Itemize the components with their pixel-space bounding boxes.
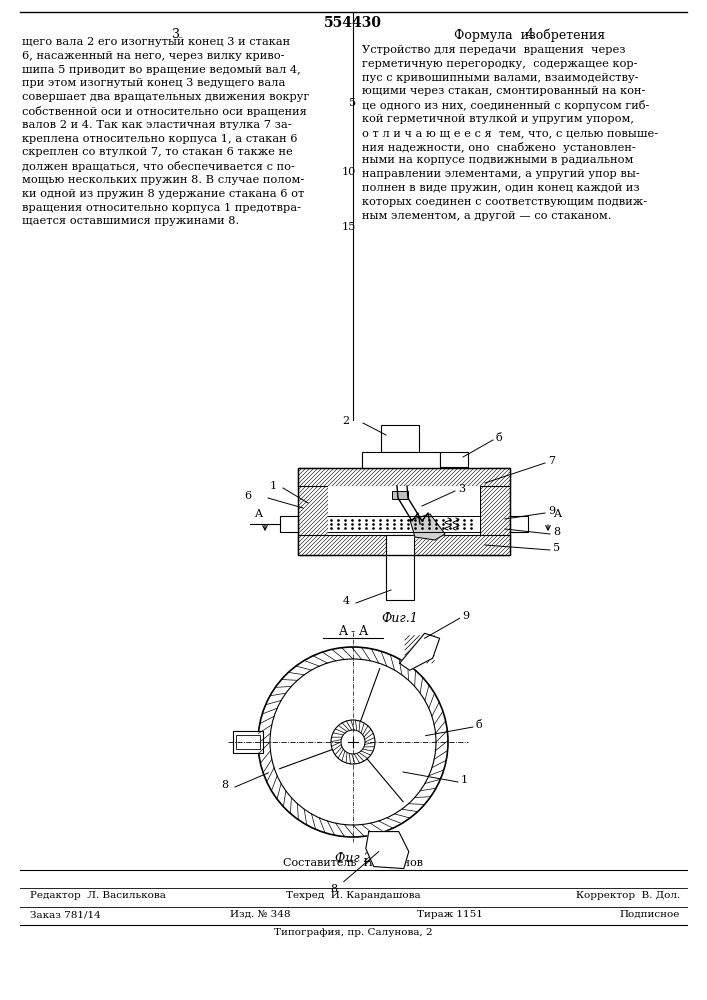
Bar bbox=[381, 425, 419, 452]
Text: Тираж 1151: Тираж 1151 bbox=[417, 910, 483, 919]
Text: Корректор  В. Дол.: Корректор В. Дол. bbox=[575, 891, 680, 900]
Text: Устройство для передачи  вращения  через: Устройство для передачи вращения через bbox=[362, 45, 626, 55]
Circle shape bbox=[331, 720, 375, 764]
Bar bbox=[386, 535, 414, 600]
Text: 1: 1 bbox=[461, 775, 468, 785]
Bar bbox=[440, 452, 468, 467]
Text: 8: 8 bbox=[553, 527, 560, 537]
Text: Подписное: Подписное bbox=[619, 910, 680, 919]
Text: креплена относительно корпуса 1, а стакан 6: креплена относительно корпуса 1, а стака… bbox=[22, 134, 298, 144]
Text: при этом изогнутый конец 3 ведущего вала: при этом изогнутый конец 3 ведущего вала bbox=[22, 78, 286, 88]
Text: A: A bbox=[254, 509, 262, 519]
Text: б: б bbox=[476, 720, 483, 730]
Text: щего вала 2 его изогнутый конец 3 и стакан: щего вала 2 его изогнутый конец 3 и стак… bbox=[22, 37, 290, 47]
Text: це одного из них, соединенный с корпусом гиб-: це одного из них, соединенный с корпусом… bbox=[362, 100, 649, 111]
Bar bbox=[362, 452, 440, 468]
Text: A - A: A - A bbox=[338, 625, 368, 638]
Bar bbox=[280, 516, 298, 532]
Text: Составитель  И. Яцунов: Составитель И. Яцунов bbox=[283, 858, 423, 868]
Text: 2: 2 bbox=[342, 416, 349, 426]
Text: 9: 9 bbox=[548, 506, 555, 516]
Text: щается оставшимися пружинами 8.: щается оставшимися пружинами 8. bbox=[22, 216, 239, 226]
Text: 5: 5 bbox=[349, 98, 356, 108]
Text: Изд. № 348: Изд. № 348 bbox=[230, 910, 291, 919]
Text: 1: 1 bbox=[269, 481, 276, 491]
Text: 5: 5 bbox=[553, 543, 560, 553]
Text: 4: 4 bbox=[526, 28, 534, 41]
Text: Фиг 2: Фиг 2 bbox=[334, 852, 371, 865]
Text: Техред  И. Карандашова: Техред И. Карандашова bbox=[286, 891, 421, 900]
Text: вращения относительно корпуса 1 предотвра-: вращения относительно корпуса 1 предотвр… bbox=[22, 203, 301, 213]
Polygon shape bbox=[399, 633, 440, 670]
Text: герметичную перегородку,  содержащее кор-: герметичную перегородку, содержащее кор- bbox=[362, 59, 638, 69]
Polygon shape bbox=[410, 514, 445, 540]
Text: 9: 9 bbox=[462, 611, 469, 621]
Text: полнен в виде пружин, один конец каждой из: полнен в виде пружин, один конец каждой … bbox=[362, 183, 640, 193]
Text: 15: 15 bbox=[341, 222, 356, 232]
Text: валов 2 и 4. Так как эластичная втулка 7 за-: валов 2 и 4. Так как эластичная втулка 7… bbox=[22, 120, 291, 130]
Text: шипа 5 приводит во вращение ведомый вал 4,: шипа 5 приводит во вращение ведомый вал … bbox=[22, 65, 300, 75]
Text: 6, насаженный на него, через вилку криво-: 6, насаженный на него, через вилку криво… bbox=[22, 51, 284, 61]
Polygon shape bbox=[366, 832, 409, 869]
Text: 4: 4 bbox=[342, 596, 349, 606]
Text: A: A bbox=[553, 509, 561, 519]
Text: ния надежности, оно  снабжено  установлен-: ния надежности, оно снабжено установлен- bbox=[362, 142, 636, 153]
Bar bbox=[480, 468, 510, 555]
Text: 3: 3 bbox=[458, 484, 465, 494]
Circle shape bbox=[270, 659, 436, 825]
Bar bbox=[236, 735, 260, 749]
Text: 554430: 554430 bbox=[324, 16, 382, 30]
Text: б: б bbox=[496, 433, 503, 443]
Bar bbox=[328, 486, 480, 555]
Text: Формула  изобретения: Формула изобретения bbox=[455, 28, 606, 41]
Text: 8: 8 bbox=[221, 780, 228, 790]
Bar bbox=[298, 468, 328, 555]
Text: пус с кривошипными валами, взаимодейству-: пус с кривошипными валами, взаимодейству… bbox=[362, 73, 638, 83]
Text: собственной оси и относительно оси вращения: собственной оси и относительно оси враще… bbox=[22, 106, 307, 117]
Text: Заказ 781/14: Заказ 781/14 bbox=[30, 910, 101, 919]
Text: ным элементом, а другой — со стаканом.: ным элементом, а другой — со стаканом. bbox=[362, 211, 612, 221]
Text: которых соединен с соответствующим подвиж-: которых соединен с соответствующим подви… bbox=[362, 197, 647, 207]
Text: 6: 6 bbox=[245, 491, 252, 501]
Bar bbox=[298, 468, 510, 486]
Text: 8: 8 bbox=[330, 884, 337, 894]
Text: Редактор  Л. Василькова: Редактор Л. Василькова bbox=[30, 891, 166, 900]
Text: ными на корпусе подвижными в радиальном: ными на корпусе подвижными в радиальном bbox=[362, 155, 633, 165]
Text: 10: 10 bbox=[341, 167, 356, 177]
Bar bbox=[298, 468, 510, 555]
Text: направлении элементами, а упругий упор вы-: направлении элементами, а упругий упор в… bbox=[362, 169, 640, 179]
Text: ки одной из пружин 8 удержание стакана 6 от: ки одной из пружин 8 удержание стакана 6… bbox=[22, 189, 304, 199]
Bar bbox=[233, 731, 263, 753]
Text: совершает два вращательных движения вокруг: совершает два вращательных движения вокр… bbox=[22, 92, 310, 102]
Bar bbox=[510, 516, 528, 532]
Text: о т л и ч а ю щ е е с я  тем, что, с целью повыше-: о т л и ч а ю щ е е с я тем, что, с цель… bbox=[362, 128, 658, 138]
Text: мощью нескольких пружин 8. В случае полом-: мощью нескольких пружин 8. В случае поло… bbox=[22, 175, 304, 185]
Bar bbox=[298, 535, 510, 555]
Text: Типография, пр. Салунова, 2: Типография, пр. Салунова, 2 bbox=[274, 928, 432, 937]
Text: 7: 7 bbox=[548, 456, 555, 466]
Text: скреплен со втулкой 7, то стакан 6 также не: скреплен со втулкой 7, то стакан 6 также… bbox=[22, 147, 293, 157]
Text: ющими через стакан, смонтированный на кон-: ющими через стакан, смонтированный на ко… bbox=[362, 86, 645, 96]
Text: кой герметичной втулкой и упругим упором,: кой герметичной втулкой и упругим упором… bbox=[362, 114, 634, 124]
Text: должен вращаться, что обеспечивается с по-: должен вращаться, что обеспечивается с п… bbox=[22, 161, 295, 172]
Circle shape bbox=[258, 647, 448, 837]
Bar bbox=[392, 491, 408, 499]
Circle shape bbox=[341, 730, 365, 754]
Text: Фиг.1: Фиг.1 bbox=[382, 612, 419, 625]
Text: 3: 3 bbox=[172, 28, 180, 41]
